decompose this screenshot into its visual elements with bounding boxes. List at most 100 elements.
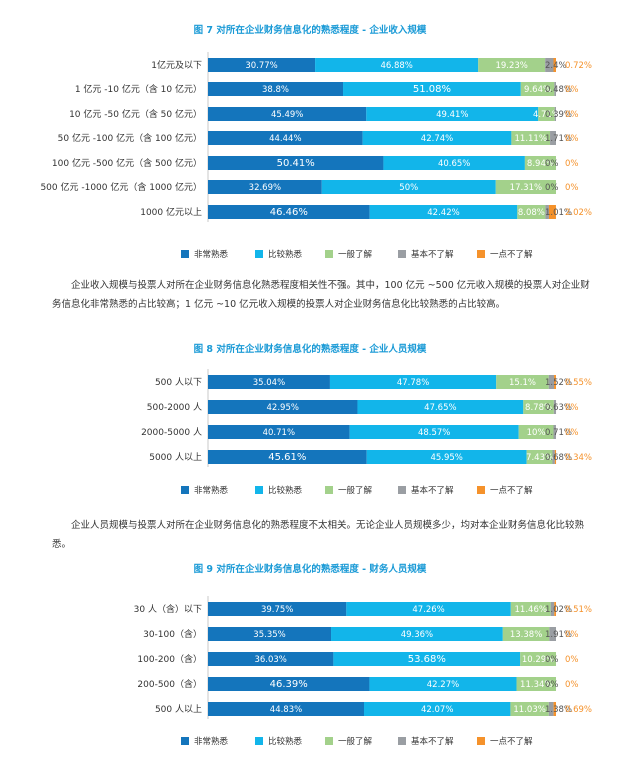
- data-label: 0.51%: [565, 605, 592, 615]
- data-label: 9.64%: [524, 85, 551, 95]
- bar-segment: [550, 131, 556, 145]
- bar-segment: [364, 702, 511, 716]
- legend-label: 一点不了解: [490, 485, 533, 496]
- bar-segment: [208, 400, 358, 414]
- legend-swatch: [255, 250, 263, 258]
- data-label: 0%: [565, 85, 579, 95]
- data-label: 13.38%: [510, 630, 542, 640]
- legend-label: 比较熟悉: [268, 736, 303, 747]
- data-label: 0%: [545, 655, 559, 665]
- legend-swatch: [325, 737, 333, 745]
- bar-segment: [333, 652, 521, 666]
- bar-segment: [366, 107, 539, 121]
- bar-segment: [510, 602, 551, 616]
- category-label: 5000 人以上: [149, 452, 202, 463]
- bar-segment: [516, 677, 556, 691]
- paragraph-1: 企业收入规模与投票人对所在企业财务信息化熟悉程度相关性不强。其中，100 亿元 …: [52, 280, 590, 310]
- bar-segment: [553, 58, 556, 72]
- bar-segment: [520, 652, 556, 666]
- data-label: 44.44%: [269, 134, 301, 144]
- bar-segment: [208, 180, 322, 194]
- data-label: 0.68%: [545, 453, 572, 463]
- data-label: 10%: [527, 428, 546, 438]
- bar-segment: [208, 425, 350, 439]
- data-label: 39.75%: [261, 605, 293, 615]
- bar-segment: [495, 180, 556, 194]
- legend-label: 比较熟悉: [268, 485, 303, 496]
- legend-label: 一点不了解: [490, 736, 533, 747]
- bar-segment: [524, 156, 556, 170]
- legend-swatch: [181, 250, 189, 258]
- bar-segment: [520, 82, 555, 96]
- data-label: 32.69%: [249, 183, 281, 193]
- data-label: 1.71%: [545, 134, 572, 144]
- data-label: 0%: [545, 680, 559, 690]
- bar-segment: [208, 652, 334, 666]
- data-label: 45.61%: [268, 452, 306, 463]
- legend-swatch: [398, 250, 406, 258]
- data-label: 0%: [565, 134, 579, 144]
- legend-swatch: [398, 737, 406, 745]
- data-label: 11.03%: [513, 705, 545, 715]
- bar-segment: [548, 702, 554, 716]
- data-label: 50%: [399, 183, 418, 193]
- data-label: 19.23%: [495, 61, 527, 71]
- data-label: 0.48%: [545, 85, 572, 95]
- data-label: 0%: [545, 183, 559, 193]
- data-label: 0%: [565, 630, 579, 640]
- bar-segment: [208, 58, 316, 72]
- category-label: 30 人（含）以下: [134, 603, 202, 615]
- bar-segment: [208, 156, 384, 170]
- paragraph-2: 企业人员规模与投票人对所在企业财务信息化的熟悉程度不太相关。无论企业人员规模多少…: [52, 520, 585, 550]
- legend-swatch: [477, 250, 485, 258]
- bar-segment: [553, 400, 557, 414]
- bar-segment: [208, 450, 367, 464]
- data-label: 10.29%: [522, 655, 554, 665]
- legend-label: 非常熟悉: [194, 249, 229, 260]
- bar-segment: [208, 107, 367, 121]
- legend-swatch: [325, 486, 333, 494]
- data-label: 42.42%: [427, 208, 459, 218]
- bar-segment: [208, 375, 330, 389]
- legend-swatch: [181, 486, 189, 494]
- legend-swatch: [477, 737, 485, 745]
- data-label: 47.26%: [412, 605, 444, 615]
- data-label: 40.65%: [438, 159, 470, 169]
- data-label: 0.34%: [565, 453, 592, 463]
- data-label: 2.02%: [565, 208, 592, 218]
- data-label: 0%: [565, 428, 579, 438]
- bar-segment: [554, 375, 556, 389]
- data-label: 0%: [565, 183, 579, 193]
- category-label: 1000 亿元以上: [140, 206, 202, 218]
- category-label: 200-500（含）: [137, 678, 202, 690]
- legend-swatch: [477, 486, 485, 494]
- data-label: 35.35%: [253, 630, 285, 640]
- data-label: 7.43%: [526, 453, 553, 463]
- figure-8-chart: 500 人以下 35.04% 47.78% 15.1% 1.52%0.55% 500-20…: [141, 369, 592, 496]
- data-label: 0%: [545, 159, 559, 169]
- bar-segment: [357, 400, 524, 414]
- data-label: 17.31%: [510, 183, 542, 193]
- category-label: 500 人以下: [155, 377, 202, 388]
- data-label: 46.46%: [270, 207, 308, 218]
- data-label: 0.39%: [545, 110, 572, 120]
- bar-segment: [538, 107, 555, 121]
- legend-swatch: [398, 486, 406, 494]
- data-label: 42.74%: [421, 134, 453, 144]
- data-label: 45.95%: [430, 453, 462, 463]
- bar-segment: [346, 602, 511, 616]
- legend-label: 一般了解: [338, 736, 373, 747]
- data-label: 51.08%: [413, 84, 451, 95]
- bar-segment: [550, 602, 555, 616]
- figure-8-title: 图 8 对所在企业财务信息化的熟悉程度 - 企业人员规模: [193, 344, 427, 355]
- bar-segment: [383, 156, 525, 170]
- bar-segment: [366, 450, 527, 464]
- data-label: 49.41%: [436, 110, 468, 120]
- bar-segment: [554, 107, 556, 121]
- bar-segment: [518, 425, 554, 439]
- bar-segment: [343, 82, 521, 96]
- bar-segment: [553, 702, 556, 716]
- data-label: 0%: [565, 680, 579, 690]
- data-label: 0%: [565, 110, 579, 120]
- bar-segment: [510, 702, 549, 716]
